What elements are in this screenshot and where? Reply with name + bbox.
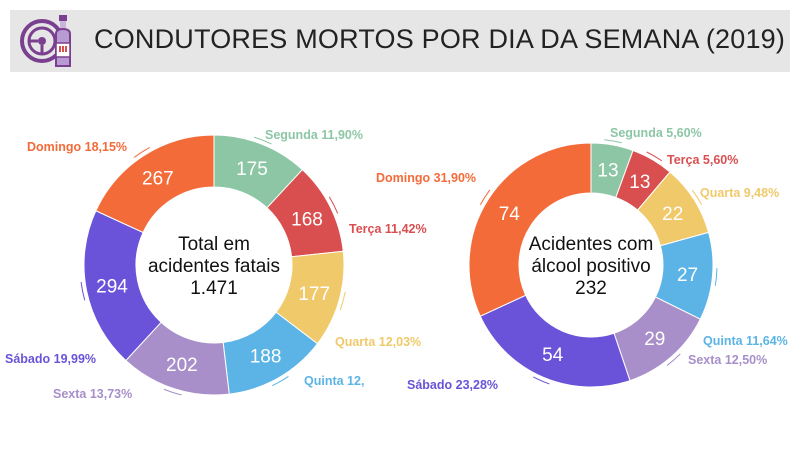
center-text-line-3: 1.471 [190,278,238,299]
slice-value-sexta: 202 [166,355,198,376]
slice-value-domingo: 267 [142,168,174,189]
slice-label-terca: Terça 5,60% [667,153,738,167]
slice-leader-sabado [80,282,86,301]
slice-label-sabado: Sábado 19,99% [5,352,96,366]
slice-leader-segunda [253,136,272,145]
slice-leader-quinta [714,268,718,286]
slice-label-segunda: Segunda 11,90% [265,128,363,142]
slice-label-terca: Terça 11,42% [349,222,427,236]
slice-label-sabado: Sábado 23,28% [407,378,498,392]
slice-value-quarta: 177 [298,284,330,305]
donut-chart-1: 175 Segunda 11,90% 168 Terça 11,42% 177 Quart… [5,128,427,401]
slice-label-domingo: Domingo 18,15% [27,140,127,154]
slice-value-sexta: 29 [644,329,665,350]
center-text-line-1: Acidentes com [529,234,654,255]
slice-sabado [479,294,631,388]
header-bar: CONDUTORES MORTOS POR DIA DA SEMANA (201… [10,10,790,72]
slice-value-segunda: 13 [597,160,618,181]
slice-label-domingo: Domingo 31,90% [376,171,476,185]
slice-label-segunda: Segunda 5,60% [610,126,702,140]
slice-label-sexta: Sexta 13,73% [53,387,132,401]
slice-value-quinta: 188 [250,346,282,367]
slice-leader-domingo [479,189,491,205]
slice-leader-quinta [271,376,289,387]
slice-value-segunda: 175 [236,159,268,180]
center-text-line-1: Total em [178,234,250,255]
center-text-line-2: acidentes fatais [148,256,280,277]
slice-domingo [468,142,592,317]
page-title: CONDUTORES MORTOS POR DIA DA SEMANA (201… [94,24,786,54]
steering-wheel-bottle-icon [20,15,71,67]
slice-leader-quarta [339,291,346,311]
slice-value-domingo: 74 [499,204,521,225]
slice-value-sabado: 294 [96,276,128,297]
slice-leader-terca [646,151,663,162]
donut-chart-2: 13 Segunda 5,60% 13 Terça 5,60% 22 Quarta 9,4… [376,126,788,392]
slice-label-sexta: Sexta 12,50% [688,353,767,367]
slice-value-terca: 13 [629,172,650,193]
slice-label-quarta: Quarta 9,48% [700,186,779,200]
slice-domingo [95,134,215,234]
slice-leader-sexta [163,388,182,396]
slice-leader-quarta [691,189,703,205]
slice-label-quinta: Quinta 12, [304,374,364,388]
slice-label-quarta: Quarta 12,03% [335,335,421,349]
slice-value-terca: 168 [291,209,323,230]
center-text-line-2: álcool positivo [531,256,650,277]
slice-label-quinta: Quinta 11,64% [703,334,788,348]
slice-leader-domingo [133,146,150,158]
slice-value-quarta: 22 [662,204,683,225]
slice-leader-terca [328,196,339,214]
slice-leader-segunda [604,139,622,144]
center-text-line-3: 232 [575,278,607,299]
slice-value-sabado: 54 [542,345,564,366]
slice-leader-sabado [533,376,550,385]
slice-value-quinta: 27 [677,265,698,286]
slice-leader-sexta [666,353,681,366]
